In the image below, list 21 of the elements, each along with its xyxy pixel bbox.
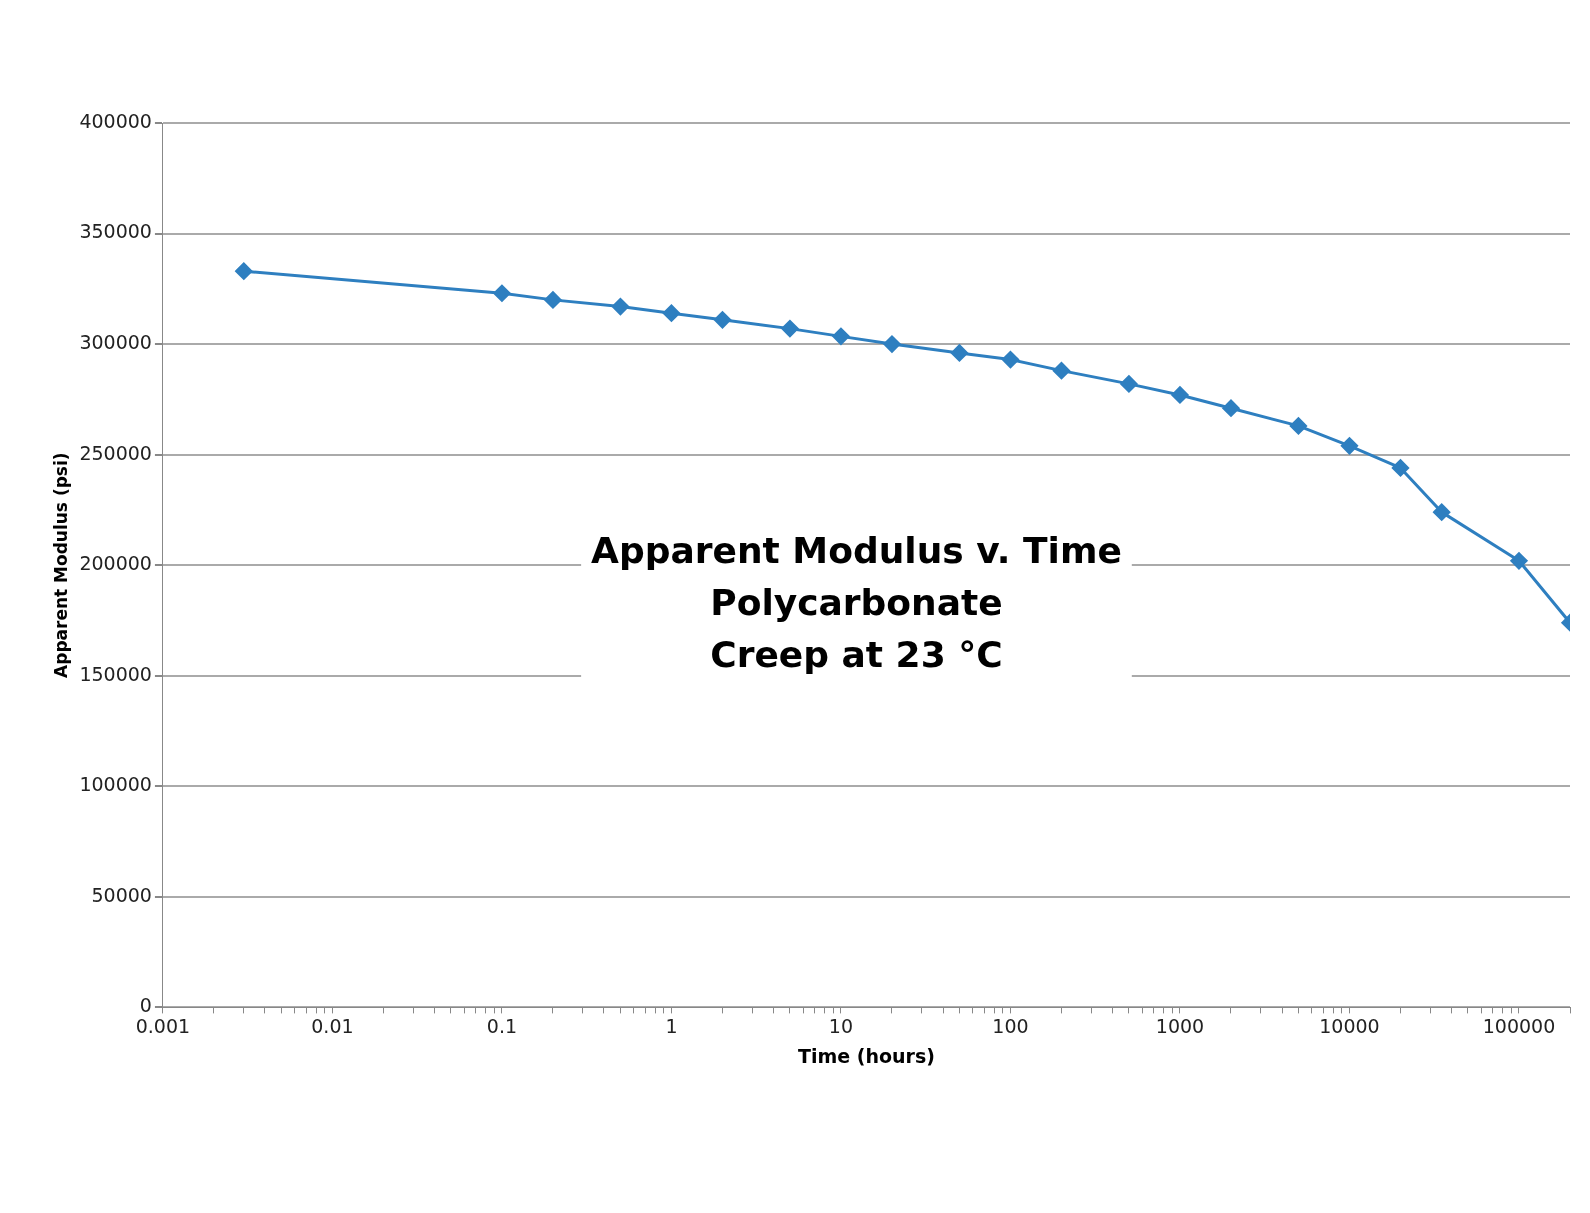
y-tick-label: 350000 [79,220,152,243]
x-axis-title: Time (hours) [798,1044,935,1067]
y-tick-label: 200000 [79,552,152,575]
y-tick-label: 100000 [79,773,152,796]
x-tick-label: 1000 [1155,1014,1205,1037]
x-tick-label: 10 [828,1014,854,1037]
x-tick-label: 0.01 [311,1014,354,1037]
x-tick-label: 0.001 [135,1014,191,1037]
text: Apparent Modulus v. Time Polycarbonate Creep at 23 °C [591,529,1122,675]
y-tick-label: 400000 [79,109,152,132]
x-tick-label: 10000 [1319,1014,1380,1037]
y-tick-label: 0 [139,994,152,1017]
y-tick-label: 50000 [91,883,152,906]
y-tick-label: 300000 [79,331,152,354]
y-tick-label: 250000 [79,441,152,464]
y-axis-title: Apparent Modulus (psi) [50,452,71,678]
x-tick-label: 1 [665,1014,678,1037]
y-tick-label: 150000 [79,662,152,685]
x-tick-label: 100 [992,1014,1029,1037]
x-tick-label: 100000 [1482,1014,1556,1037]
x-tick-label: 0.1 [486,1014,518,1037]
